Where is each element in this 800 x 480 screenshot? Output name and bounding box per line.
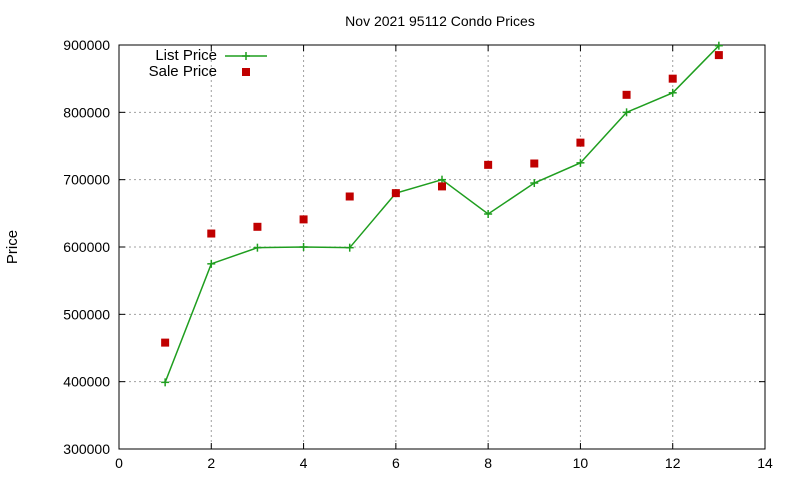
sale-price-point xyxy=(253,222,262,231)
sale-price-point xyxy=(438,182,446,191)
x-tick-label: 2 xyxy=(207,455,215,471)
legend-label-list-price: List Price xyxy=(155,47,217,64)
x-tick-label: 12 xyxy=(665,455,681,471)
y-tick-label: 300000 xyxy=(63,441,110,457)
legend-entry-sale-price: Sale Price xyxy=(149,63,250,80)
sale-price-point xyxy=(484,160,493,169)
list-price-point xyxy=(622,108,631,117)
list-price-point xyxy=(207,259,216,268)
list-price-point xyxy=(714,41,723,50)
sale-price-point xyxy=(207,229,216,238)
sale-price-point xyxy=(391,189,400,198)
y-tick-label: 600000 xyxy=(63,239,110,255)
sale-price-point xyxy=(299,215,308,224)
y-axis-label: Price xyxy=(4,230,21,264)
list-price-point xyxy=(161,378,170,387)
legend-entry-list-price: List Price xyxy=(155,47,267,64)
list-price-line xyxy=(164,45,720,383)
list-price-point xyxy=(530,179,539,188)
sale-price-point xyxy=(576,138,585,147)
list-price-point xyxy=(345,243,354,252)
legend-label-sale-price: Sale Price xyxy=(149,63,217,80)
x-tick-label: 6 xyxy=(392,455,400,471)
y-tick-label: 500000 xyxy=(63,306,110,322)
list-price-point xyxy=(438,175,446,184)
x-tick-label: 14 xyxy=(757,455,773,471)
sale-price-point xyxy=(622,90,631,99)
plot-area xyxy=(161,41,723,387)
sale-price-point xyxy=(161,338,170,347)
y-tick-label: 800000 xyxy=(63,104,110,120)
y-tick-label: 400000 xyxy=(63,374,110,390)
list-price-point xyxy=(253,243,262,252)
sale-price-point xyxy=(345,192,354,201)
list-price-point xyxy=(576,158,585,167)
series-sale-price xyxy=(161,51,723,347)
list-price-point xyxy=(668,88,677,97)
legend-marker-list-price xyxy=(242,52,250,60)
sale-price-point xyxy=(530,159,539,168)
y-tick-label: 700000 xyxy=(63,172,110,188)
grid xyxy=(119,45,765,449)
plot-border xyxy=(118,44,766,450)
y-tick-label: 900000 xyxy=(63,37,110,53)
series-list-price xyxy=(161,41,723,387)
x-tick-label: 8 xyxy=(484,455,492,471)
list-price-point xyxy=(299,243,308,251)
x-tick-label: 10 xyxy=(573,455,589,471)
sale-price-point xyxy=(668,74,677,83)
chart-title: Nov 2021 95112 Condo Prices xyxy=(345,13,535,29)
sale-price-point xyxy=(714,51,723,60)
axes: 0 2 4 6 8 10 12 14 300000 400000 500000 600000 70000… xyxy=(63,37,773,471)
x-tick-label: 4 xyxy=(300,455,308,471)
list-price-point xyxy=(484,210,493,219)
legend-marker-sale-price xyxy=(242,68,250,76)
x-tick-label: 0 xyxy=(115,455,123,471)
